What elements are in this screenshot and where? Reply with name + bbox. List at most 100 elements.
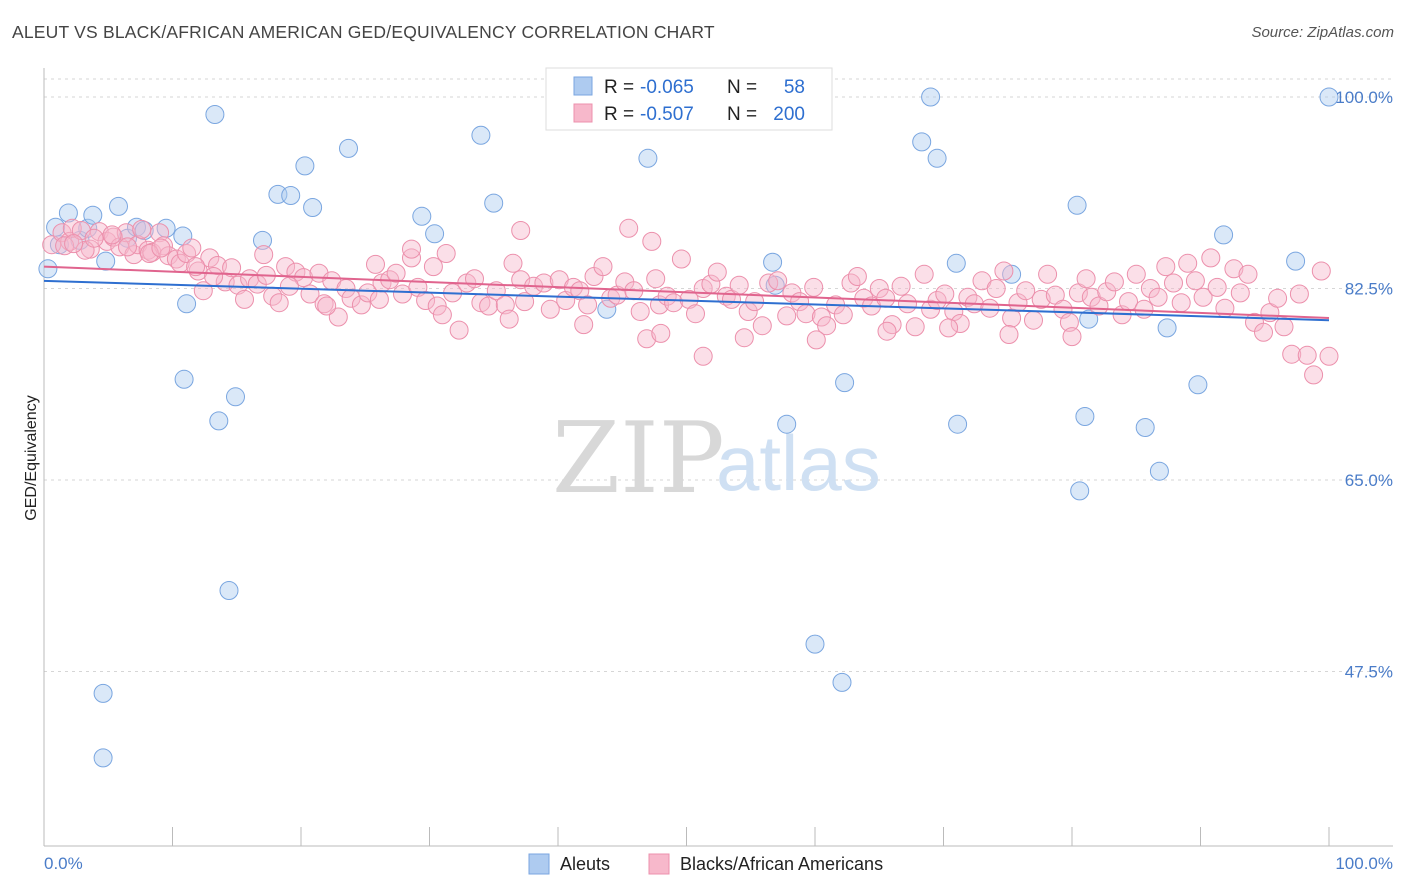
aleut-point <box>253 230 272 250</box>
black-point <box>891 276 911 296</box>
black-point <box>1171 293 1191 313</box>
black-point <box>314 294 334 314</box>
aleut-point <box>835 373 855 393</box>
aleut-point <box>912 132 932 152</box>
trendlines <box>43 265 1330 322</box>
y-axis-title: GED/Equivalency <box>23 395 40 520</box>
y-tick-label: 82.5% <box>1345 280 1393 299</box>
aleut-point <box>174 369 194 389</box>
black-point <box>686 304 705 324</box>
black-point <box>423 257 443 277</box>
aleut-point <box>763 252 783 272</box>
black-point <box>235 289 254 309</box>
black-point <box>833 305 853 325</box>
black-point <box>935 284 955 304</box>
black-point <box>1230 283 1250 303</box>
black-point <box>515 292 535 312</box>
aleut-point <box>1070 481 1090 501</box>
black-point <box>222 258 242 278</box>
black-point <box>182 238 202 258</box>
aleut-point <box>1002 264 1022 284</box>
black-point <box>999 325 1019 344</box>
black-point <box>876 288 896 308</box>
black-point <box>651 323 671 343</box>
top-legend-r-value-aleuts: -0.065 <box>640 77 694 98</box>
black-point <box>1178 253 1198 273</box>
top-legend-swatch-aleuts <box>573 76 593 96</box>
black-point <box>89 222 109 242</box>
top-legend-n-label-aleuts: N = <box>727 77 757 98</box>
aleut-point <box>219 581 239 600</box>
black-point <box>1268 288 1288 308</box>
black-point <box>630 302 650 321</box>
black-point <box>768 271 788 291</box>
black-point <box>540 299 560 319</box>
black-point <box>1076 269 1096 289</box>
black-point <box>593 257 613 277</box>
top-legend: R = -0.065 N = 58 R = -0.507 N = 200 <box>545 67 833 131</box>
black-point <box>898 294 917 314</box>
black-point <box>432 305 452 325</box>
black-point <box>1104 272 1124 292</box>
black-point <box>204 267 224 286</box>
black-point <box>1201 248 1221 268</box>
black-point <box>882 315 902 335</box>
black-point <box>994 261 1014 281</box>
bottom-legend-swatch-blacks <box>648 853 670 875</box>
aleut-point <box>777 414 797 434</box>
black-point <box>386 263 406 283</box>
black-point <box>317 296 337 316</box>
black-point <box>449 320 469 340</box>
black-point <box>402 239 421 259</box>
black-point <box>671 249 691 269</box>
black-point <box>927 291 947 310</box>
black-point <box>664 293 684 313</box>
black-point <box>186 257 206 277</box>
black-point <box>777 306 797 326</box>
aleut-point <box>281 186 301 205</box>
black-point <box>1254 322 1273 342</box>
aleut-point <box>471 125 491 145</box>
aleut-point <box>83 205 103 225</box>
black-point <box>228 275 248 295</box>
black-point <box>499 309 519 329</box>
aleut-point <box>205 105 225 124</box>
aleut-point <box>1079 309 1099 329</box>
black-point <box>869 279 889 298</box>
black-point <box>84 228 104 248</box>
black-point <box>279 276 299 296</box>
x-tick-label-max: 100.0% <box>1335 854 1393 873</box>
black-point <box>534 273 554 293</box>
aleut-point <box>93 748 113 768</box>
black-point <box>116 223 136 243</box>
aleut-point <box>638 148 658 168</box>
top-legend-box <box>545 67 833 131</box>
black-point <box>619 218 639 238</box>
black-point <box>427 296 447 316</box>
black-point <box>1304 365 1324 385</box>
aleut-point <box>412 206 432 226</box>
black-point <box>980 298 1000 318</box>
black-point <box>637 329 657 349</box>
black-point <box>1097 282 1117 302</box>
black-point <box>1038 264 1058 284</box>
black-point <box>1274 317 1294 337</box>
black-point <box>254 245 274 265</box>
axes <box>43 68 1393 847</box>
aleut-point <box>946 253 966 273</box>
aleut-point <box>1067 195 1087 215</box>
black-point <box>200 248 220 268</box>
black-point <box>269 293 289 313</box>
black-point <box>1156 257 1176 277</box>
black-point <box>1319 346 1339 366</box>
aleut-trendline <box>43 279 1330 322</box>
black-point <box>646 269 666 289</box>
aleut-point <box>295 156 315 176</box>
x-tick-label-min: 0.0% <box>44 854 83 873</box>
black-point <box>139 244 159 263</box>
aleut-point <box>303 198 323 217</box>
watermark-atlas: atlas <box>716 419 881 507</box>
black-point <box>369 289 389 309</box>
top-legend-swatch-blacks <box>573 103 593 123</box>
black-point <box>503 253 523 273</box>
